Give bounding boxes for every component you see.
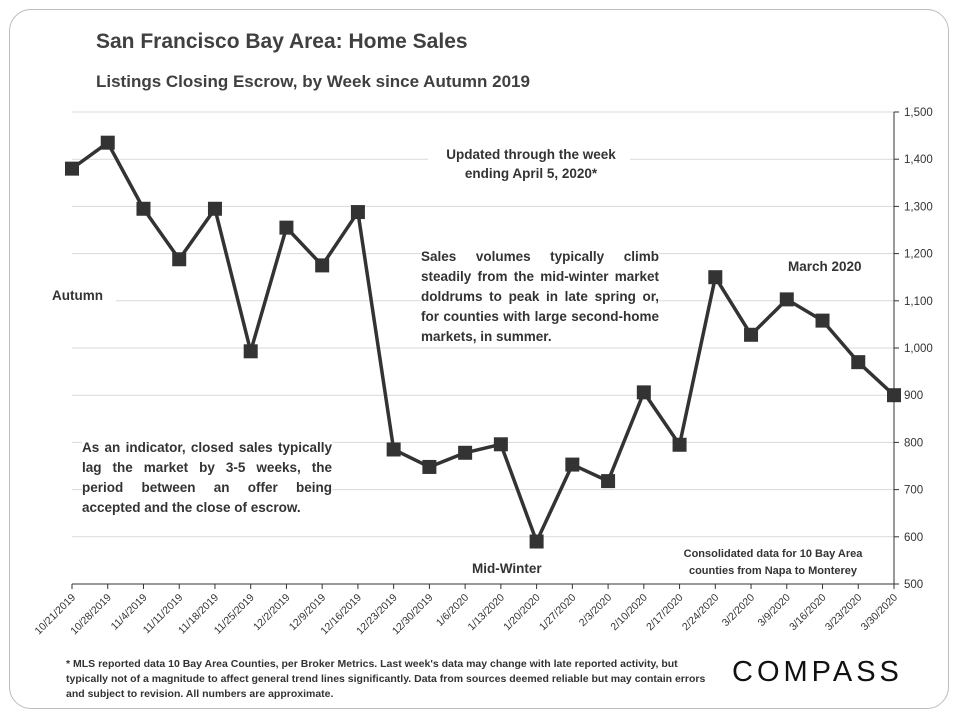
y-tick-label: 600 — [904, 532, 923, 544]
data-point-marker — [708, 270, 723, 285]
y-tick-label: 1,400 — [904, 154, 933, 166]
y-tick-label: 800 — [904, 437, 923, 449]
data-point-marker — [386, 442, 401, 457]
slide-frame — [9, 9, 949, 709]
y-tick-label: 1,000 — [904, 343, 933, 355]
y-tick-label: 700 — [904, 485, 923, 497]
data-series — [65, 135, 901, 549]
data-point-marker — [279, 220, 294, 235]
y-tick-label: 1,500 — [904, 107, 933, 119]
axes — [71, 111, 899, 589]
data-point-marker — [565, 457, 580, 472]
data-point-marker — [493, 437, 508, 452]
x-tick-label: 1/13/2020 — [465, 592, 507, 634]
y-tick-label: 1,100 — [904, 296, 933, 308]
data-point-marker — [458, 445, 473, 460]
x-tick-label: 3/30/2020 — [859, 592, 901, 634]
chart-title: San Francisco Bay Area: Home Sales — [96, 30, 468, 53]
data-point-marker — [529, 534, 544, 549]
updated-note-line1: Updated through the week — [446, 147, 616, 162]
x-tick-label: 3/2/2020 — [720, 592, 757, 629]
consolidated-note-line2: counties from Napa to Monterey — [689, 565, 858, 577]
updated-note-line2: ending April 5, 2020* — [465, 166, 598, 181]
y-tick-label: 1,200 — [904, 249, 933, 261]
data-point-marker — [207, 201, 222, 216]
data-point-marker — [851, 355, 866, 370]
march-label: March 2020 — [788, 259, 862, 274]
x-tick-label: 12/2/2019 — [251, 592, 293, 634]
data-point-marker — [815, 313, 830, 328]
updated-note-bg — [428, 145, 630, 185]
autumn-label: Autumn — [52, 288, 103, 303]
y-tick-label: 500 — [904, 579, 923, 591]
data-point-marker — [65, 161, 79, 176]
midwinter-label-bg — [466, 558, 558, 578]
x-tick-label: 1/27/2020 — [537, 592, 579, 634]
consolidated-note-line1: Consolidated data for 10 Bay Area — [684, 548, 864, 560]
x-tick-label: 2/24/2020 — [680, 592, 722, 634]
data-point-marker — [350, 205, 365, 220]
footnote: * MLS reported data 10 Bay Area Counties… — [66, 658, 706, 700]
data-point-marker — [315, 258, 330, 273]
chart-annotations: Updated through the week ending April 5, … — [52, 147, 863, 577]
annotation-backgrounds — [46, 145, 876, 580]
autumn-label-bg — [46, 286, 116, 306]
midwinter-label: Mid-Winter — [472, 561, 542, 576]
y-tick-label: 1,300 — [904, 201, 933, 213]
data-point-marker — [422, 459, 437, 474]
x-tick-label: 3/16/2020 — [787, 592, 829, 634]
x-tick-label: 1/20/2020 — [501, 592, 543, 634]
data-point-marker — [100, 135, 115, 150]
data-point-marker — [243, 344, 258, 359]
consolidated-note-bg — [670, 544, 876, 580]
data-point-marker — [172, 252, 187, 267]
chart-subtitle: Listings Closing Escrow, by Week since A… — [96, 72, 530, 91]
march-label-bg — [782, 257, 874, 277]
sales-volumes-note: Sales volumes typically climb steadily f… — [421, 247, 659, 347]
data-point-marker — [672, 437, 687, 452]
data-point-marker — [887, 388, 901, 403]
x-tick-label: 3/23/2020 — [823, 592, 865, 634]
data-point-marker — [744, 327, 759, 342]
y-tick-labels: 500 600 700 800 900 1,000 1,100 1,200 1,300 1,400… — [904, 107, 933, 591]
data-point-marker — [601, 474, 616, 489]
data-point-marker — [779, 292, 794, 307]
indicator-note: As an indicator, closed sales typically … — [82, 438, 332, 518]
compass-logo: COMPASS — [732, 656, 903, 688]
data-point-marker — [136, 201, 151, 216]
x-tick-labels: 10/21/201910/28/201911/4/201911/11/20191… — [32, 592, 900, 638]
y-tick-label: 900 — [904, 390, 923, 402]
data-point-marker — [636, 385, 651, 400]
x-tick-label: 2/10/2020 — [608, 592, 650, 634]
x-tick-label: 2/17/2020 — [644, 592, 686, 634]
